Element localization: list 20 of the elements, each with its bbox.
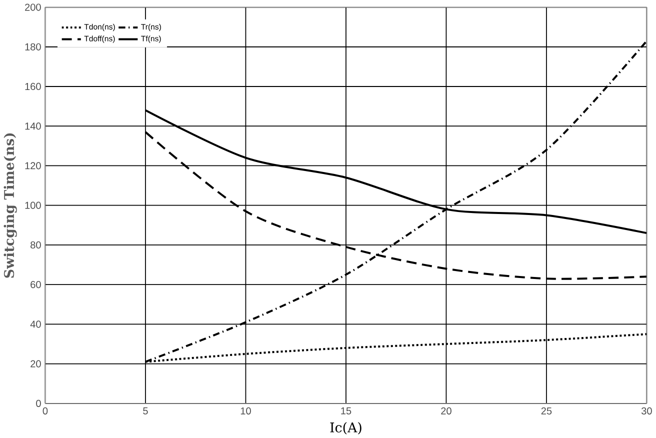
x-tick-label: 30 <box>642 407 652 414</box>
y-tick-label: 0 <box>36 400 41 407</box>
y-tick-label: 160 <box>25 82 41 90</box>
y-tick-label: 180 <box>25 43 41 50</box>
y-tick-label: 140 <box>25 122 41 130</box>
x-tick-label: 0 <box>42 407 48 414</box>
x-tick-label: 5 <box>143 407 148 414</box>
x-tick-label: 10 <box>240 407 251 414</box>
y-tick-label: 80 <box>30 241 41 248</box>
y-tick-label: 40 <box>30 320 41 328</box>
y-tick-label: 60 <box>30 280 41 288</box>
y-axis-title: Switcging Time(ns) <box>4 133 17 278</box>
x-tick-label: 25 <box>541 407 552 414</box>
x-axis-title: Ic(A) <box>330 422 362 434</box>
x-tick-label: 20 <box>441 407 452 414</box>
y-tick-label: 200 <box>25 4 41 11</box>
y-tick-label: 120 <box>25 162 41 170</box>
x-tick-label: 15 <box>341 407 352 414</box>
y-tick-label: 100 <box>25 202 41 209</box>
y-tick-label: 20 <box>30 360 41 368</box>
